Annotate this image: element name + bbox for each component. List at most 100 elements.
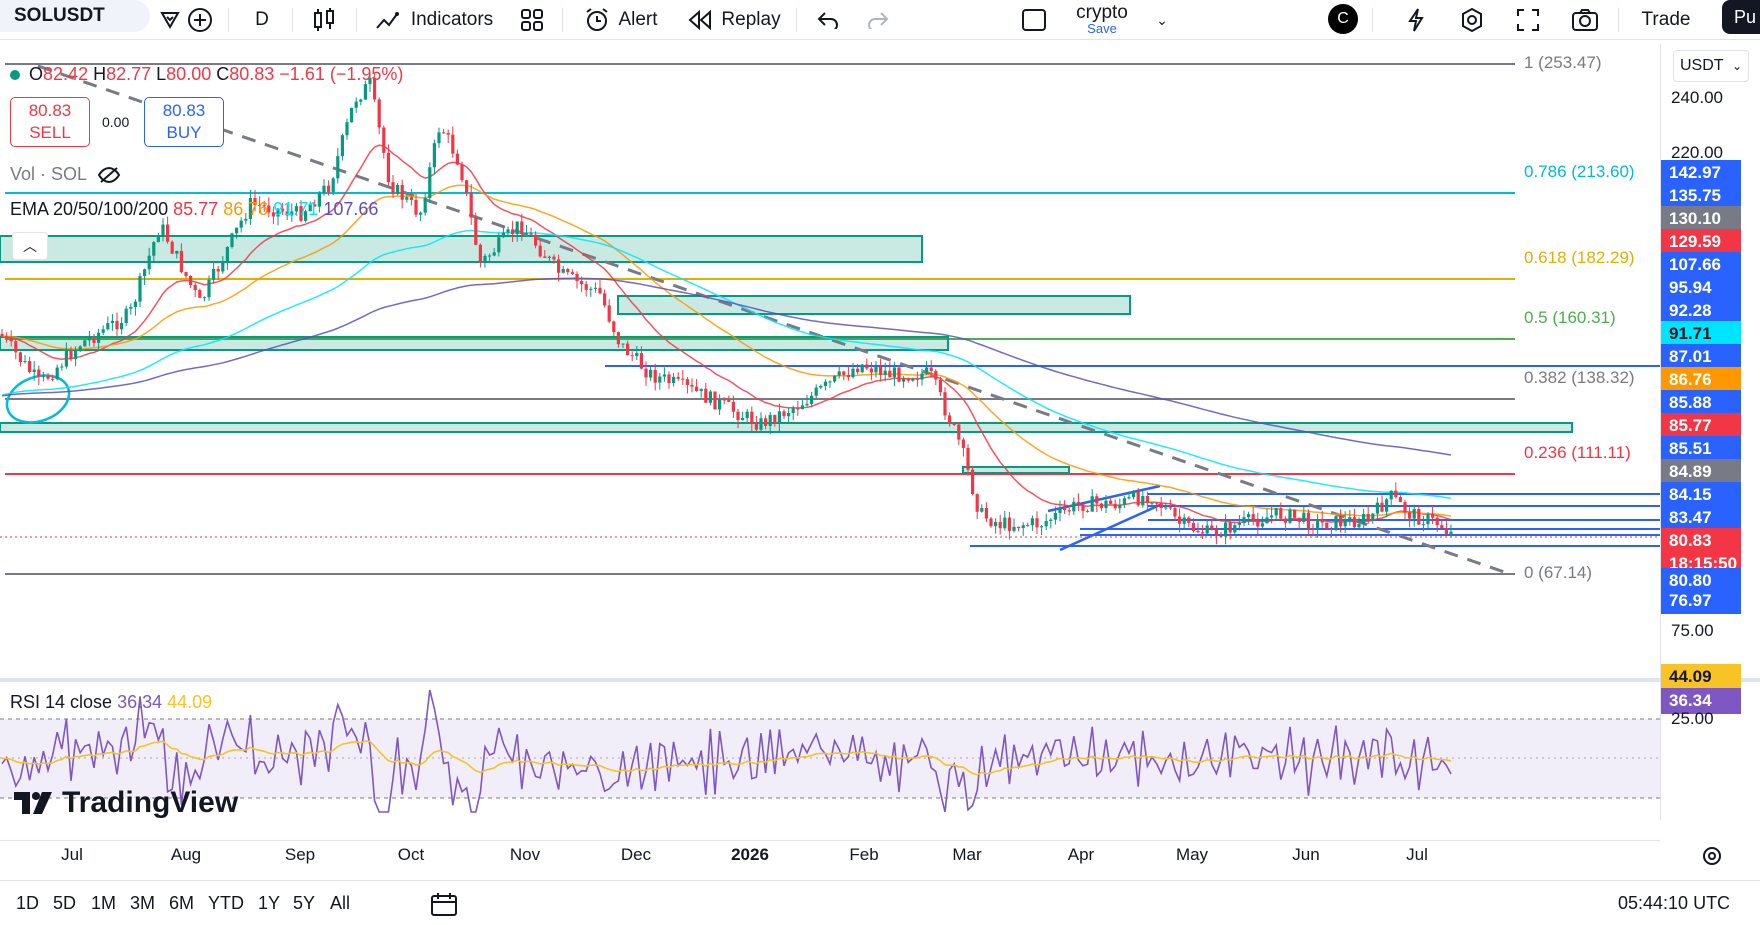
main-chart-pane[interactable] [0, 44, 1660, 676]
candle-body [138, 276, 142, 302]
candle-body [1159, 503, 1163, 509]
timeframe-button[interactable]: 6M [169, 893, 195, 913]
timeframe-button[interactable]: YTD [208, 893, 244, 913]
horizontal-levels[interactable] [605, 365, 1660, 552]
candle-body [1182, 517, 1186, 524]
candles-icon[interactable] [308, 0, 340, 40]
layout-name: crypto [1076, 2, 1128, 23]
tradingview-logo[interactable]: TradingView [14, 786, 238, 820]
candle-body [759, 418, 763, 430]
rsi-pane[interactable] [0, 682, 1660, 820]
timeframe-button[interactable]: 5D [53, 893, 77, 913]
candle-body [773, 414, 777, 424]
candle-body [1026, 525, 1030, 527]
dashed-trendline[interactable] [37, 64, 1511, 576]
candle-body [1421, 524, 1425, 526]
avatar[interactable]: C [1328, 4, 1358, 34]
candlestick-series[interactable] [0, 71, 1453, 545]
zone-rect[interactable] [0, 235, 923, 263]
symbol-search-button[interactable]: SOLUSDT [0, 0, 150, 32]
candle-body [1219, 535, 1223, 537]
replay-button[interactable]: Replay [686, 0, 782, 40]
timeframe-button[interactable]: 5Y [293, 893, 316, 913]
indicators-button[interactable]: Indicators [372, 0, 496, 40]
timeframe-button[interactable]: 3M [130, 893, 156, 913]
publish-label: Pu [1734, 6, 1757, 27]
ema-legend[interactable]: EMA 20/50/100/200 85.77 86.76 91.71 107.… [10, 199, 378, 220]
candle-body [451, 134, 455, 154]
timeframe-button[interactable]: All [330, 893, 351, 913]
open-label: O [29, 64, 44, 84]
candle-body [32, 369, 36, 372]
candle-body [437, 132, 441, 144]
candle-body [598, 287, 602, 294]
time-axis[interactable]: Jul Aug Sep Oct Nov Dec 2026 Feb Mar Apr May Jun Jul [0, 840, 1660, 870]
chevron-down-icon[interactable]: ⌄ [1156, 11, 1168, 28]
price-scale[interactable]: USDT ⌄ 240.00 220.00 142.97 135.75 130.10 12… [1660, 44, 1760, 820]
currency-select[interactable]: USDT ⌄ [1673, 50, 1749, 82]
settings-gear-icon[interactable] [1700, 844, 1724, 868]
favorite-icon[interactable] [150, 0, 190, 40]
sell-button[interactable]: 80.83 SELL [10, 97, 90, 147]
low-label: L [156, 64, 167, 84]
indicators-icon [376, 12, 399, 29]
utc-clock[interactable]: 05:44:10 UTC [1618, 893, 1731, 913]
candle-body [64, 350, 68, 367]
add-symbol-icon[interactable] [182, 0, 218, 40]
candle-body [386, 152, 390, 183]
rsi-value-label: 44.09 [1661, 664, 1741, 690]
candle-body [520, 221, 524, 235]
candle-body [1104, 500, 1108, 509]
candle-body [787, 412, 791, 417]
save-layout-button[interactable]: crypto Save [1070, 0, 1134, 40]
candle-body [124, 308, 128, 323]
price-label: 130.10 [1661, 206, 1741, 232]
candle-body [934, 370, 938, 380]
candle-body [1247, 514, 1251, 518]
channel-line[interactable] [1059, 502, 1163, 552]
timeframe-button[interactable]: 1Y [258, 893, 281, 913]
date-range-icon[interactable] [430, 891, 458, 922]
pane-separator[interactable] [0, 678, 1760, 682]
candle-body [768, 414, 772, 426]
rsi-canvas[interactable] [0, 682, 1660, 820]
zone-rect[interactable] [0, 336, 949, 351]
candle-body [120, 322, 124, 330]
candle-body [143, 269, 147, 277]
eye-off-icon[interactable] [97, 164, 121, 184]
zone-rect[interactable] [962, 466, 1070, 474]
candle-body [202, 297, 206, 299]
zone-rect[interactable] [0, 422, 1573, 433]
volume-legend[interactable]: Vol · SOL [10, 164, 121, 185]
rsi-legend[interactable]: RSI 14 close 36.34 44.09 [10, 692, 212, 713]
price-label: 107.66 [1661, 252, 1741, 278]
trendline-path[interactable] [37, 64, 1511, 576]
candle-body [248, 198, 252, 219]
redo-icon[interactable] [862, 0, 894, 40]
undo-icon[interactable] [812, 0, 844, 40]
alert-button[interactable]: Alert [578, 0, 664, 40]
candle-body [722, 399, 726, 401]
quick-search-icon[interactable] [1400, 0, 1432, 40]
layout-icon[interactable] [1018, 0, 1050, 40]
camera-icon[interactable] [1568, 0, 1602, 40]
publish-button[interactable]: Pu [1722, 0, 1760, 34]
candle-body [1191, 522, 1195, 531]
buy-button[interactable]: 80.83 BUY [144, 97, 224, 147]
channel-line[interactable] [1047, 484, 1161, 513]
candle-body [184, 272, 188, 276]
candle-body [994, 521, 998, 527]
candle-body [465, 180, 469, 193]
collapse-legend-button[interactable]: ︿ [12, 232, 48, 260]
candle-body [1141, 496, 1145, 506]
trade-button[interactable]: Trade [1630, 0, 1702, 40]
timeframe-button[interactable]: 1M [91, 893, 117, 913]
fullscreen-icon[interactable] [1512, 0, 1544, 40]
timeframe-button[interactable]: 1D [16, 893, 40, 913]
templates-icon[interactable] [516, 0, 548, 40]
main-chart-canvas[interactable] [0, 44, 1660, 676]
candle-body [276, 208, 280, 217]
tv-logo-icon [14, 792, 52, 814]
settings-icon[interactable] [1456, 0, 1488, 40]
interval-button[interactable]: D [244, 0, 280, 40]
